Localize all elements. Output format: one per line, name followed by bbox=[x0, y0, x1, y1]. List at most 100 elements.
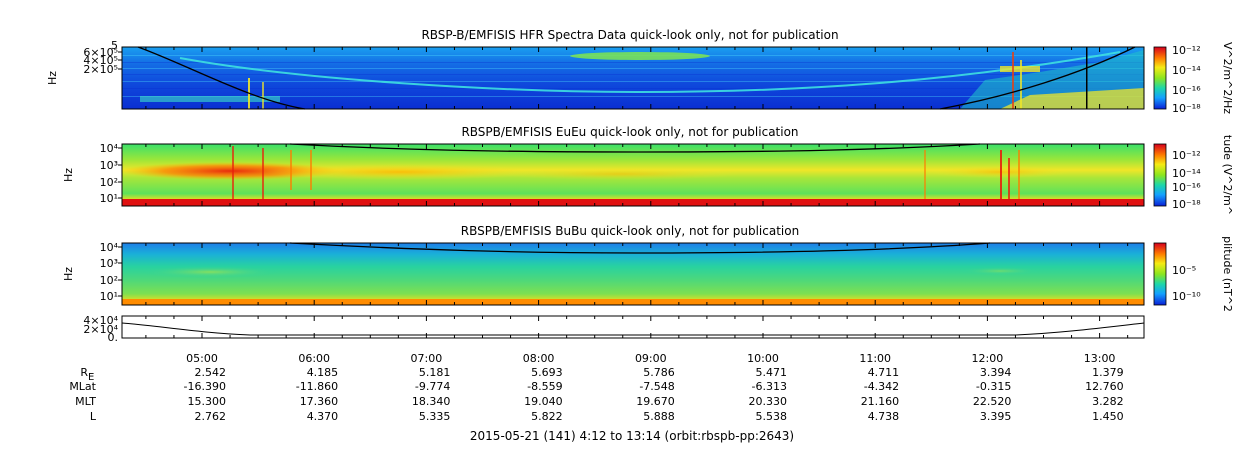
eueu-y-axis: 10⁴ 10³ 10² 10¹ Hz bbox=[62, 142, 122, 205]
bubu-cbar-tick-2: 10⁻¹⁰ bbox=[1172, 290, 1201, 303]
x-time-label: 08:00 bbox=[523, 352, 555, 365]
x-time-label: 05:00 bbox=[186, 352, 218, 365]
eueu-spikes bbox=[232, 146, 1020, 206]
hfr-colorbar: 10⁻¹² 10⁻¹⁴ 10⁻¹⁶ 10⁻¹⁸ V^2/m^2/Hz bbox=[1153, 42, 1234, 115]
bubu-colorbar: 10⁻⁵ 10⁻¹⁰ plitude (nT^2 bbox=[1153, 236, 1234, 312]
bubu-ytick-1e3: 10³ bbox=[100, 257, 118, 270]
eueu-ytick-1e1: 10¹ bbox=[100, 192, 118, 205]
ephemeris-value: 20.330 bbox=[749, 395, 788, 408]
ephemeris-value: -7.548 bbox=[639, 380, 674, 393]
ephemeris-value: 4.711 bbox=[868, 366, 900, 379]
eueu-ytick-1e4: 10⁴ bbox=[100, 142, 119, 155]
ephemeris-value: 17.360 bbox=[300, 395, 339, 408]
x-axis-time-labels: 05:00 06:00 07:00 08:00 09:00 10:00 11:00 12:00… bbox=[186, 352, 1115, 365]
hfr-cbar-label: V^2/m^2/Hz bbox=[1221, 42, 1234, 114]
footer-text: 2015-05-21 (141) 4:12 to 13:14 (orbit:rb… bbox=[470, 429, 794, 443]
hfr-green-patch bbox=[570, 52, 710, 60]
hfr-cbar-tick-3: 10⁻¹⁶ bbox=[1172, 84, 1201, 97]
ephem-label-l: L bbox=[90, 410, 97, 423]
ephemeris-value: 3.282 bbox=[1092, 395, 1124, 408]
eueu-title: RBSPB/EMFISIS EuEu quick-look only, not … bbox=[461, 125, 798, 139]
eueu-panel: RBSPB/EMFISIS EuEu quick-look only, not … bbox=[62, 125, 1234, 215]
ephem-label-re-sub: E bbox=[88, 372, 94, 383]
bubu-panel: RBSPB/EMFISIS BuBu quick-look only, not … bbox=[62, 224, 1234, 312]
ephemeris-value: 18.340 bbox=[412, 395, 451, 408]
eueu-colorbar: 10⁻¹² 10⁻¹⁴ 10⁻¹⁶ 10⁻¹⁸ tude (V^2/m^ bbox=[1153, 135, 1234, 215]
ephemeris-value: -6.313 bbox=[752, 380, 787, 393]
bubu-ytick-1e2: 10² bbox=[100, 274, 118, 287]
ephemeris-values: 2.542 4.185 5.181 5.693 5.786 5.471 4.711 3.394… bbox=[184, 366, 1124, 423]
ephemeris-value: 15.300 bbox=[188, 395, 227, 408]
x-ticks bbox=[145, 47, 1129, 338]
ephemeris-value: 4.370 bbox=[307, 410, 339, 423]
ephemeris-value: 19.040 bbox=[524, 395, 563, 408]
ephemeris-value: 3.394 bbox=[980, 366, 1012, 379]
bubu-ytick-1e1: 10¹ bbox=[100, 290, 118, 303]
ephem-label-re: R bbox=[80, 366, 88, 379]
hfr-plasma-line bbox=[179, 51, 1121, 94]
eueu-ytick-1e2: 10² bbox=[100, 176, 118, 189]
ephemeris-value: 1.450 bbox=[1092, 410, 1124, 423]
ephemeris-value: 5.888 bbox=[643, 410, 675, 423]
ephemeris-value: 5.471 bbox=[756, 366, 788, 379]
bubu-title: RBSPB/EMFISIS BuBu quick-look only, not … bbox=[461, 224, 799, 238]
line-ytick-4e4: 4×10⁴ bbox=[83, 314, 118, 327]
x-time-label: 11:00 bbox=[859, 352, 891, 365]
ephemeris-value: 5.335 bbox=[419, 410, 451, 423]
x-time-label: 13:00 bbox=[1084, 352, 1116, 365]
ephemeris-value: 5.181 bbox=[419, 366, 451, 379]
ephemeris-value: 4.185 bbox=[307, 366, 339, 379]
ephemeris-value: 5.538 bbox=[756, 410, 788, 423]
eueu-cbar-tick-1: 10⁻¹² bbox=[1172, 149, 1201, 162]
eueu-fce-curve bbox=[289, 143, 981, 153]
ephemeris-value: -0.315 bbox=[976, 380, 1011, 393]
ephemeris-value: 2.762 bbox=[195, 410, 227, 423]
ephemeris-value: 22.520 bbox=[973, 395, 1012, 408]
hfr-ylabel: Hz bbox=[46, 71, 59, 85]
ephemeris-value: -8.559 bbox=[527, 380, 562, 393]
bubu-hiss-band bbox=[140, 266, 280, 278]
hfr-fce-curve bbox=[137, 46, 1136, 110]
ephemeris-value: -16.390 bbox=[184, 380, 226, 393]
eueu-cbar-tick-3: 10⁻¹⁶ bbox=[1172, 181, 1201, 194]
x-time-label: 07:00 bbox=[411, 352, 443, 365]
ephemeris-value: 21.160 bbox=[861, 395, 900, 408]
hfr-cbar-tick-1: 10⁻¹² bbox=[1172, 44, 1201, 57]
ephemeris-value: -4.342 bbox=[864, 380, 899, 393]
hfr-ytick-6e5: 6×10⁵ bbox=[83, 46, 118, 59]
ephemeris-labels: R E MLat MLT L bbox=[69, 366, 97, 423]
hfr-title: RBSP-B/EMFISIS HFR Spectra Data quick-lo… bbox=[421, 28, 838, 42]
bubu-y-axis: 10⁴ 10³ 10² 10¹ Hz bbox=[62, 241, 122, 303]
ephemeris-value: -11.860 bbox=[296, 380, 338, 393]
eueu-cbar-tick-4: 10⁻¹⁸ bbox=[1172, 198, 1201, 211]
hfr-ytick-top: 5 bbox=[111, 39, 118, 52]
ephemeris-value: 12.760 bbox=[1085, 380, 1124, 393]
x-time-label: 12:00 bbox=[972, 352, 1004, 365]
ephem-label-mlat: MLat bbox=[69, 380, 96, 393]
ephemeris-value: 4.738 bbox=[868, 410, 900, 423]
hfr-cbar-tick-2: 10⁻¹⁴ bbox=[1172, 64, 1201, 77]
bubu-ytick-1e4: 10⁴ bbox=[100, 241, 119, 254]
line-ytick-2e4: 2×10⁴ bbox=[83, 323, 118, 336]
hfr-ytick-2e5: 2×10⁵ bbox=[83, 63, 118, 76]
hfr-cbar-tick-4: 10⁻¹⁸ bbox=[1172, 102, 1201, 115]
hfr-y-axis: 5 6×10⁵ 4×10⁵ 2×10⁵ Hz bbox=[46, 39, 122, 85]
hfr-ytick-4e5: 4×10⁵ bbox=[83, 54, 118, 67]
ephemeris-value: -9.774 bbox=[415, 380, 450, 393]
line-ytick-0: 0. bbox=[108, 331, 119, 344]
ephemeris-value: 5.786 bbox=[643, 366, 675, 379]
ephemeris-value: 3.395 bbox=[980, 410, 1012, 423]
ephemeris-value: 1.379 bbox=[1092, 366, 1124, 379]
bubu-fce-curve bbox=[289, 242, 991, 254]
ephemeris-value: 2.542 bbox=[195, 366, 227, 379]
eueu-cbar-label: tude (V^2/m^ bbox=[1221, 135, 1234, 215]
bubu-ylabel: Hz bbox=[62, 267, 75, 281]
ephemeris-value: 5.693 bbox=[531, 366, 563, 379]
line-panel: 4×10⁴ 2×10⁴ 0. bbox=[83, 314, 1145, 344]
eueu-cbar-tick-2: 10⁻¹⁴ bbox=[1172, 167, 1201, 180]
hfr-panel: RBSP-B/EMFISIS HFR Spectra Data quick-lo… bbox=[46, 28, 1234, 115]
line-series bbox=[121, 322, 1145, 336]
x-time-label: 09:00 bbox=[635, 352, 667, 365]
eueu-ylabel: Hz bbox=[62, 168, 75, 182]
